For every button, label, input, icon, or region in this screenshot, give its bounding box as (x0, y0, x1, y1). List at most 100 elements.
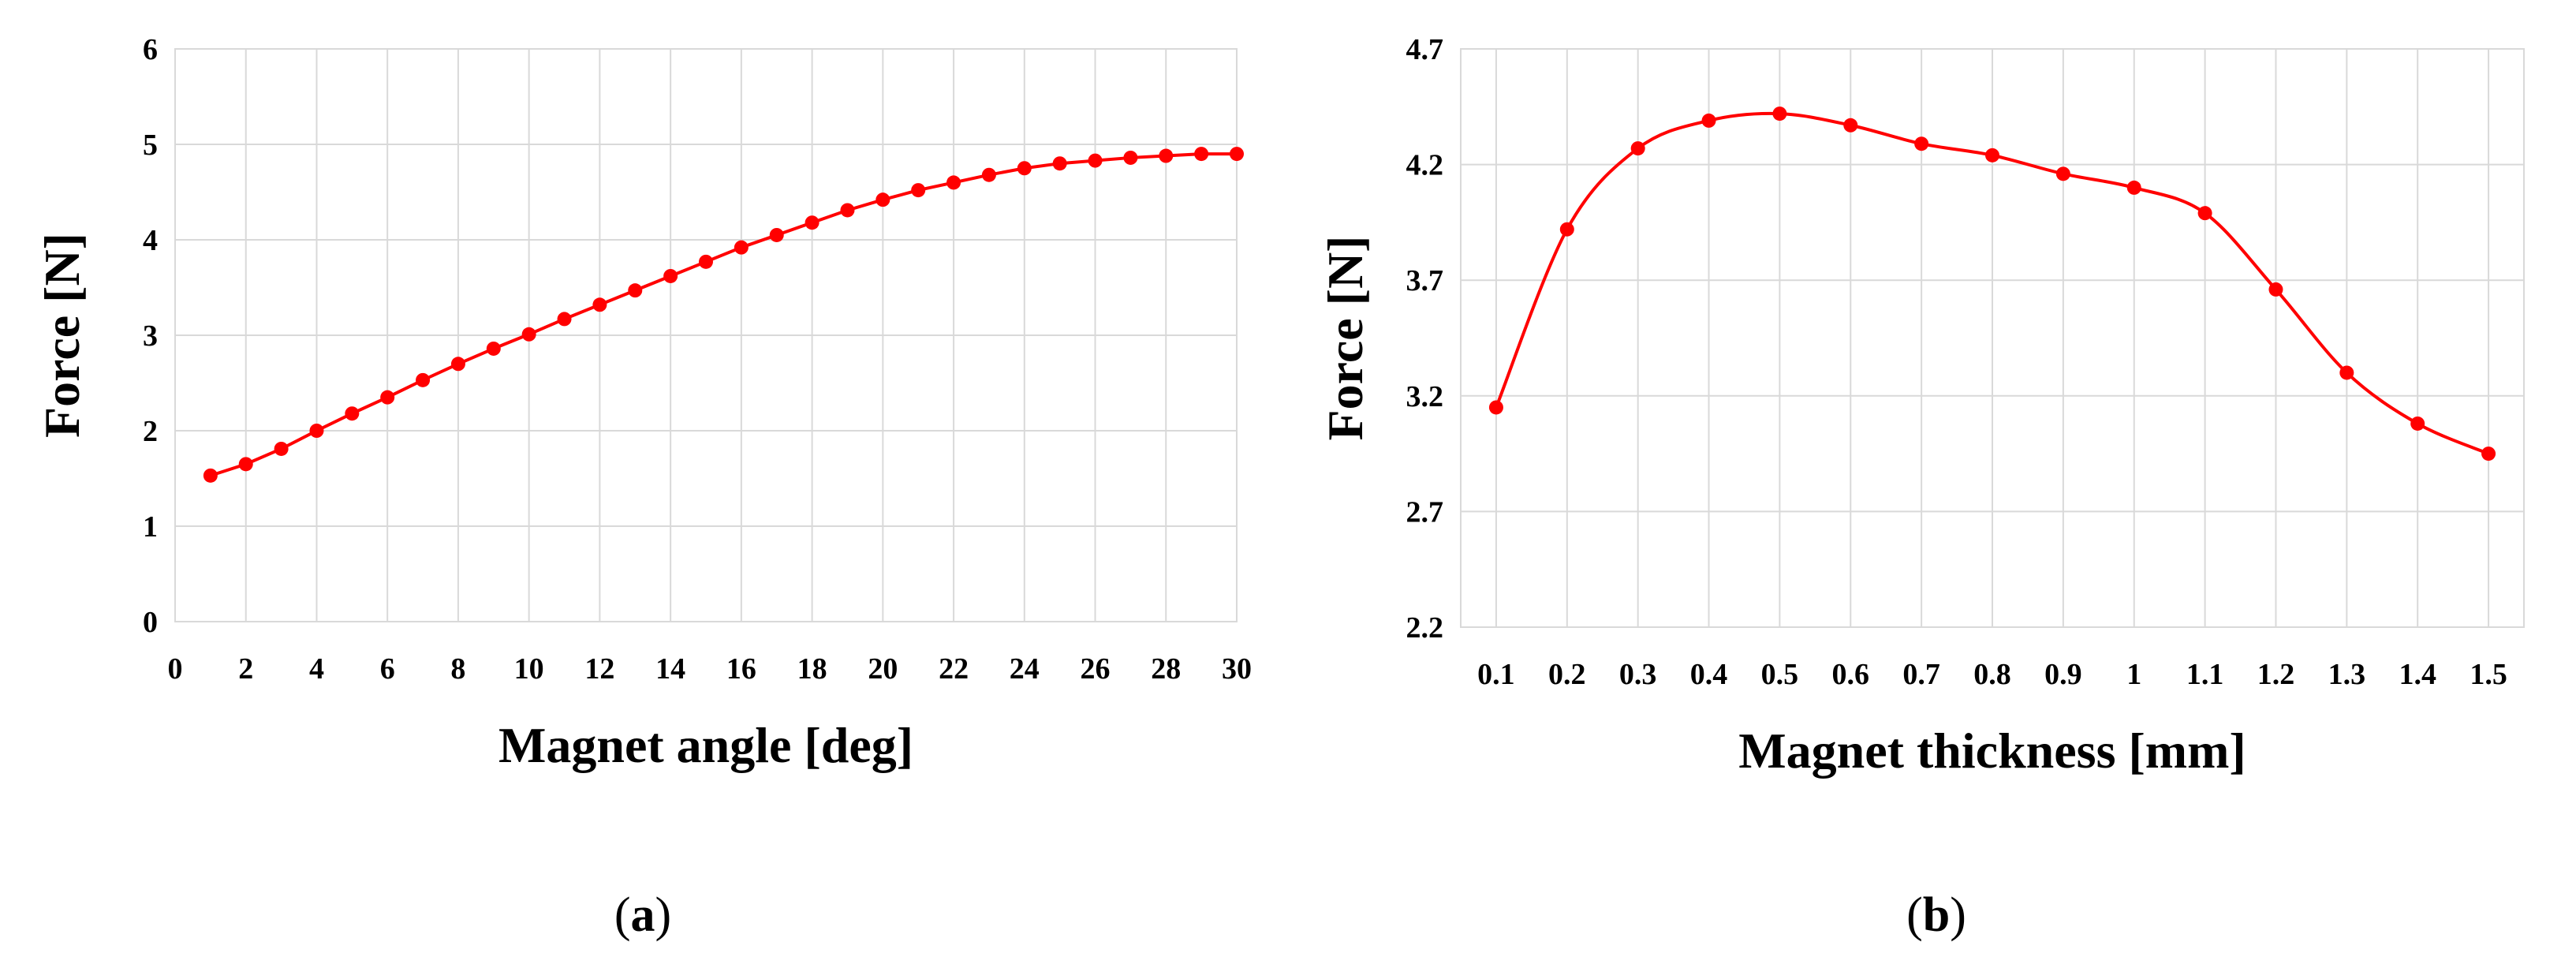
chart-a-point (840, 203, 855, 218)
chart-a-point (592, 297, 607, 312)
chart-b-x-tick-label: 0.1 (1477, 658, 1515, 691)
chart-a-point (557, 312, 572, 327)
chart-a-point (734, 240, 749, 255)
chart-b-point (2055, 166, 2070, 181)
chart-a-y-tick-label: 6 (143, 33, 158, 66)
chart-a-point (486, 341, 501, 356)
chart-a-point (805, 215, 819, 230)
chart-b-x-tick-label: 1.4 (2399, 658, 2436, 691)
chart-a-point (309, 424, 324, 438)
chart-a-x-tick-label: 26 (1081, 652, 1111, 686)
chart-b-y-tick-label: 4.2 (1406, 149, 1444, 182)
chart-b-x-tick-label: 0.4 (1690, 658, 1728, 691)
chart-a-point (203, 468, 218, 483)
chart-a-y-tick-label: 4 (143, 224, 158, 257)
chart-a-x-tick-label: 22 (939, 652, 969, 686)
chart-a-x-tick-label: 10 (514, 652, 544, 686)
chart-b-point (1843, 118, 1858, 133)
chart-a-point (450, 357, 465, 372)
chart-b-point (2197, 206, 2212, 221)
chart-b-point (2268, 282, 2283, 297)
chart-a-point (1052, 156, 1067, 171)
chart-a-point (769, 227, 784, 242)
chart-b-y-tick-label: 4.7 (1406, 33, 1444, 66)
chart-a-point (981, 167, 996, 182)
chart-a-point (1123, 150, 1138, 165)
chart-a-point (238, 457, 253, 472)
chart-a-point (699, 254, 713, 269)
chart-b-y-tick-label: 3.2 (1406, 380, 1444, 413)
chart-a-x-tick-label: 14 (655, 652, 685, 686)
chart-a-y-tick-label: 1 (143, 510, 158, 544)
chart-b-point (1772, 106, 1787, 121)
chart-b-x-axis-title: Magnet thickness [mm] (1738, 723, 2246, 779)
chart-b-y-tick-label: 2.7 (1406, 495, 1444, 529)
chart-b-x-tick-label: 1 (2126, 658, 2141, 691)
chart-b-x-tick-label: 0.7 (1902, 658, 1940, 691)
chart-a-x-tick-label: 12 (584, 652, 614, 686)
caption-a: (a) (614, 888, 671, 942)
chart-b-point (2481, 447, 2496, 461)
chart-a-point (380, 390, 395, 405)
chart-a-y-tick-label: 2 (143, 415, 158, 448)
chart-a-x-tick-label: 24 (1010, 652, 1040, 686)
chart-a-point (875, 192, 890, 207)
chart-a-x-tick-label: 30 (1222, 652, 1252, 686)
chart-b-point (1914, 136, 1929, 151)
chart-b-point (1985, 148, 1999, 163)
chart-a-x-tick-label: 4 (309, 652, 324, 686)
chart-a-x-tick-label: 18 (797, 652, 827, 686)
chart-b-point (2410, 416, 2425, 431)
chart-b-point (2126, 180, 2141, 195)
chart-a-x-tick-label: 16 (726, 652, 756, 686)
chart-b-x-tick-label: 0.8 (1973, 658, 2011, 691)
chart-b-x-tick-label: 0.2 (1548, 658, 1586, 691)
chart-b-x-tick-label: 1.1 (2186, 658, 2224, 691)
chart-a-point (345, 406, 360, 421)
chart-b-x-tick-label: 1.5 (2470, 658, 2507, 691)
caption-a-letter: a (631, 888, 655, 942)
chart-a-point (416, 372, 431, 387)
chart-a-y-tick-label: 0 (143, 606, 158, 639)
caption-b-letter: b (1923, 888, 1950, 942)
chart-a-x-tick-label: 28 (1151, 652, 1181, 686)
chart-a-x-axis-title: Magnet angle [deg] (498, 717, 913, 773)
chart-b-x-tick-label: 1.3 (2328, 658, 2366, 691)
chart-a-point (1017, 161, 1032, 176)
chart-a-point (1159, 148, 1174, 163)
chart-a-point (628, 283, 643, 298)
chart-b-point (2339, 365, 2354, 380)
chart-b-point (1630, 141, 1645, 156)
chart-a-x-tick-label: 20 (868, 652, 898, 686)
chart-a-x-tick-label: 2 (238, 652, 253, 686)
chart-b-x-tick-label: 0.3 (1619, 658, 1657, 691)
chart-a-point (946, 175, 961, 190)
chart-b: 2.2 2.7 3.2 3.7 4.2 4.7 0.1 0.2 0.3 0.4 0.5 0.6 0.7 0… (1317, 33, 2525, 779)
chart-b-y-tick-label: 3.7 (1406, 264, 1444, 297)
chart-b-point (1701, 113, 1716, 128)
caption-b: (b) (1906, 888, 1966, 942)
chart-a-point (1230, 147, 1244, 162)
chart-b-x-tick-label: 1.2 (2257, 658, 2295, 691)
chart-a-x-tick-label: 8 (450, 652, 465, 686)
chart-a-point (911, 183, 926, 198)
chart-b-y-tick-label: 2.2 (1406, 611, 1444, 645)
chart-a-point (1088, 153, 1103, 168)
chart-a-point (1194, 147, 1209, 162)
chart-a-series-line (210, 152, 1237, 477)
chart-b-point (1488, 400, 1503, 415)
chart-a-point (274, 441, 289, 456)
chart-a-x-tick-label: 0 (168, 652, 183, 686)
chart-a-point (663, 268, 678, 283)
chart-a-y-tick-label: 5 (143, 129, 158, 162)
chart-a-y-tick-label: 3 (143, 319, 158, 353)
chart-a-point (521, 327, 536, 342)
chart-a-x-tick-label: 6 (380, 652, 395, 686)
chart-b-point (1559, 222, 1574, 237)
chart-b-x-tick-label: 0.9 (2044, 658, 2082, 691)
chart-b-y-axis-title: Force [N] (1317, 236, 1373, 441)
chart-a-y-axis-title: Force [N] (34, 233, 90, 438)
chart-b-x-tick-label: 0.5 (1761, 658, 1799, 691)
